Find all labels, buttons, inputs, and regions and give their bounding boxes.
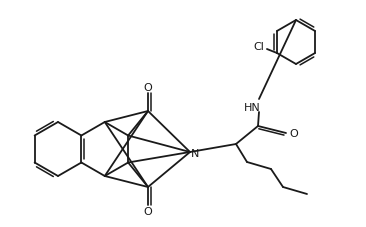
Text: HN: HN (244, 103, 260, 113)
Text: Cl: Cl (254, 42, 264, 52)
Text: O: O (290, 128, 298, 138)
Text: O: O (143, 206, 152, 216)
Text: N: N (191, 148, 199, 158)
Text: O: O (143, 83, 152, 93)
